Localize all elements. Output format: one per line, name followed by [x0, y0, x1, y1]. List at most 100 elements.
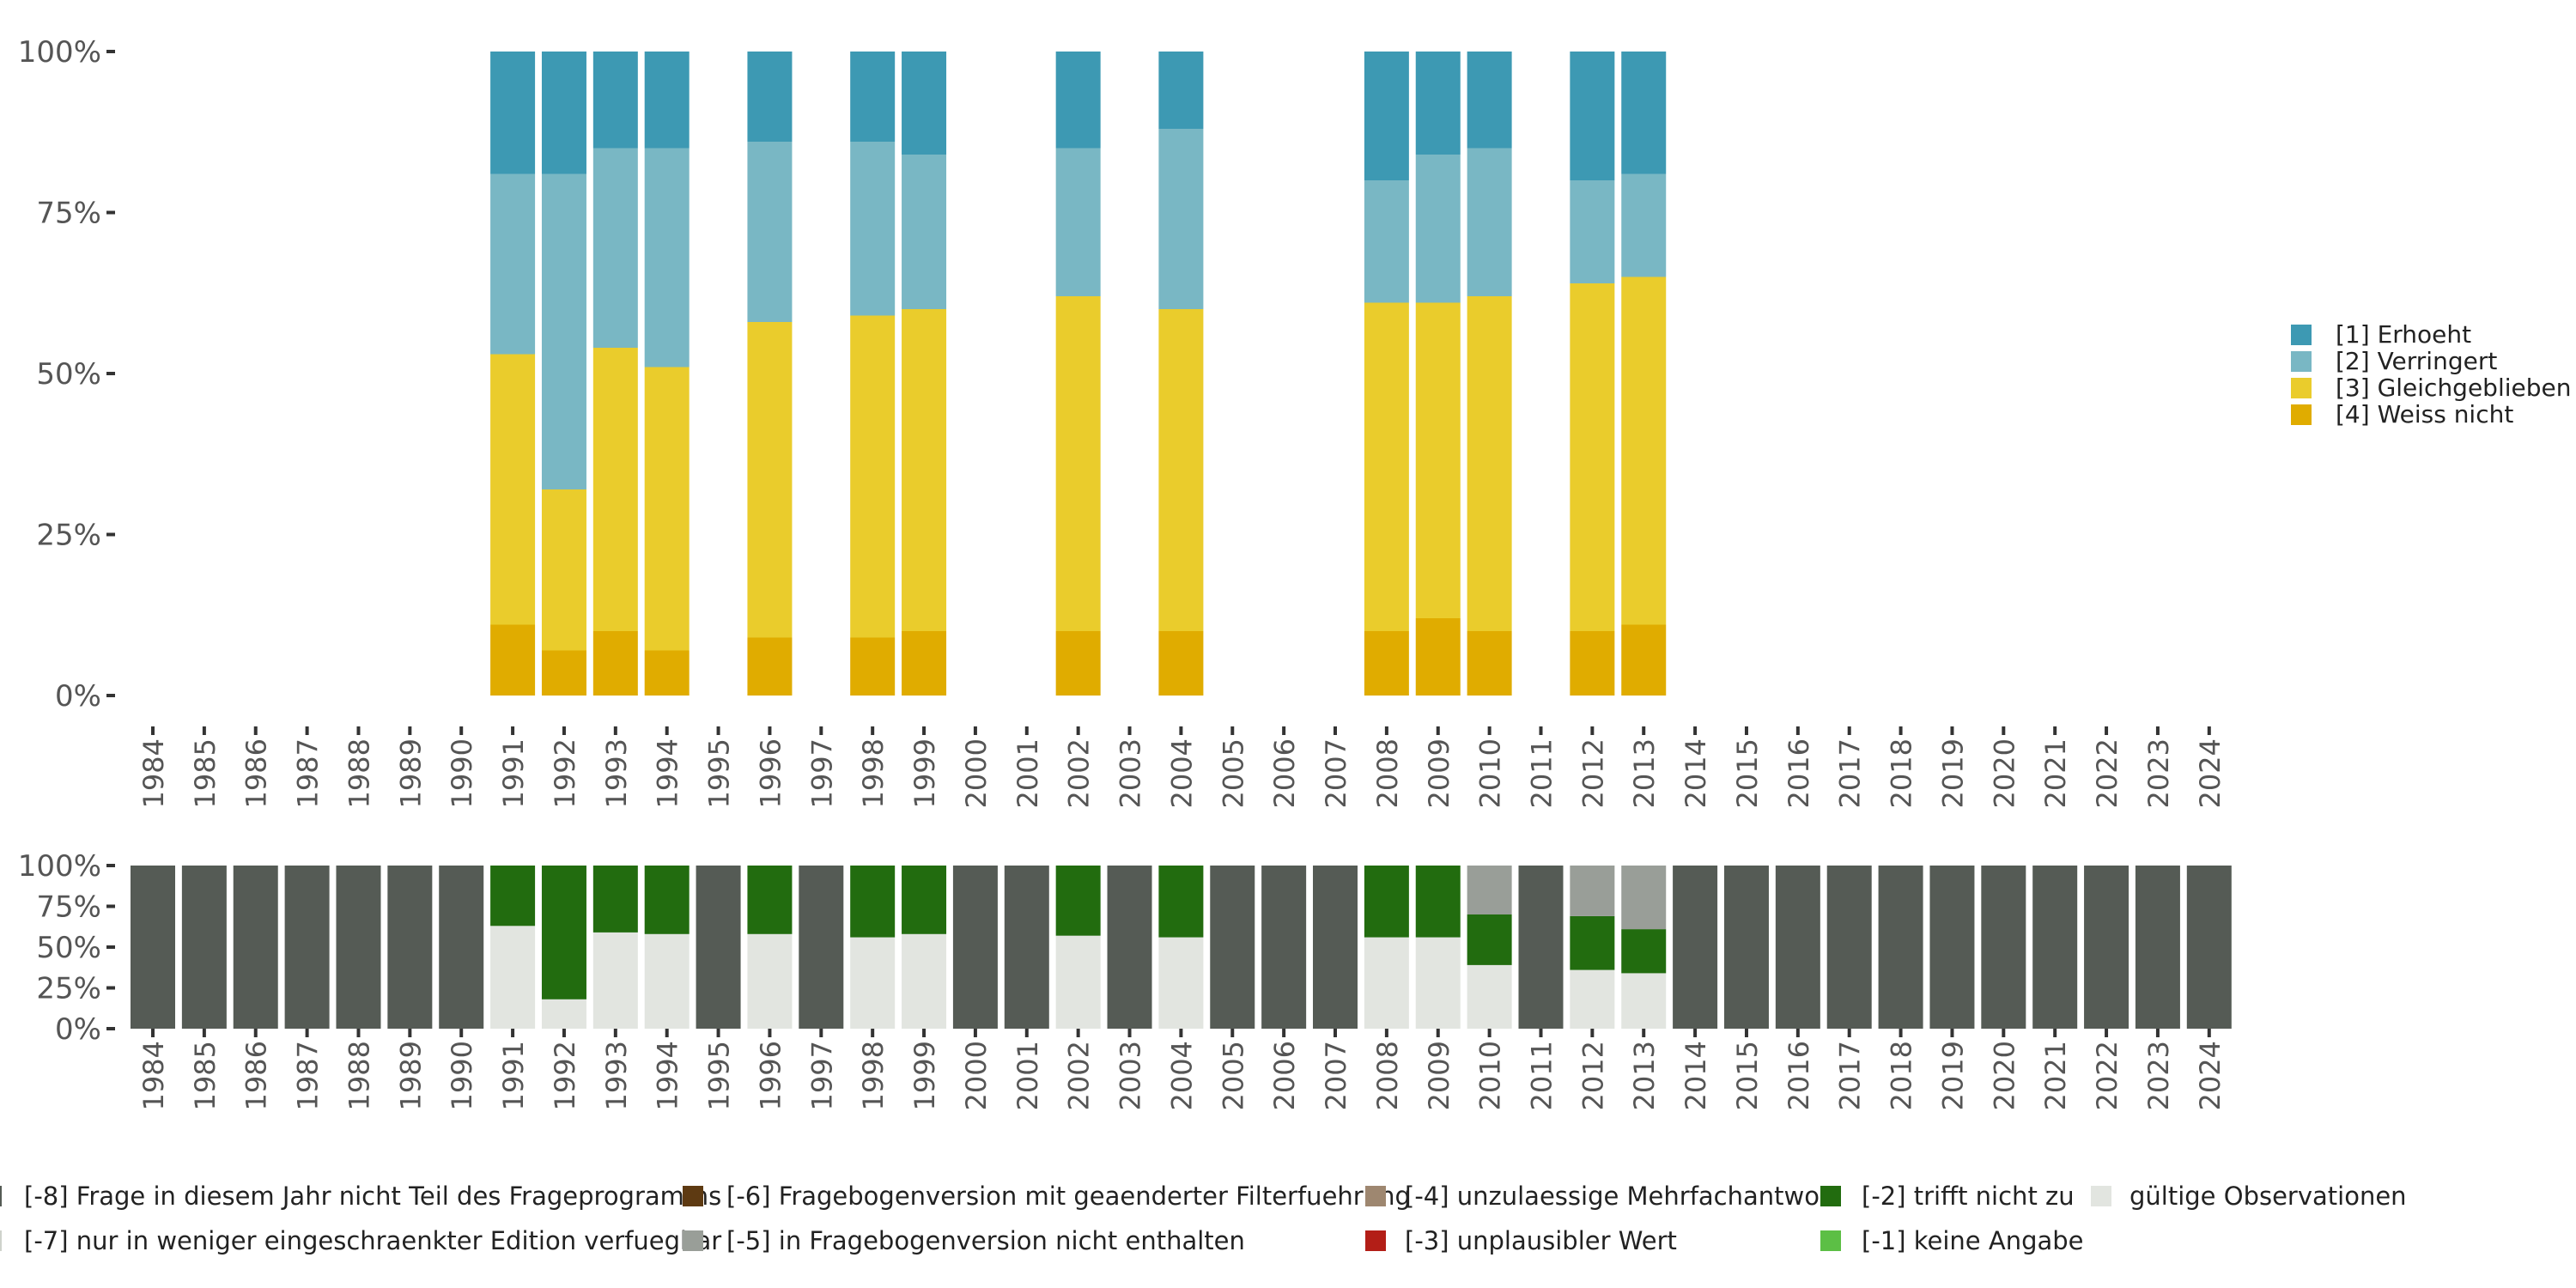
bottom-x-tick-label-2018: 2018	[1886, 1041, 1918, 1110]
top-bar-1996-1-erhoeht	[747, 52, 793, 142]
top-bar-2008-1-erhoeht	[1364, 52, 1409, 180]
bottom-bar-2018-8-frage-in-diesem-jahr-nicht-teil-des-frageprogramms	[1878, 866, 1923, 1029]
top-x-tick-label-2018: 2018	[1886, 738, 1918, 808]
top-bar-1998-1-erhoeht	[850, 52, 896, 142]
bottom-x-tick-label-1996: 1996	[754, 1041, 787, 1110]
bottom-bar-2004-g-ltige-observationen	[1158, 937, 1204, 1029]
bottom-bar-1998-2-trifft-nicht-zu	[850, 866, 896, 938]
bottom-x-tick-label-2014: 2014	[1680, 1041, 1712, 1110]
top-bar-1992-4-weiss-nicht	[541, 650, 586, 696]
top-bar-1993-3-gleichgeblieben	[592, 348, 638, 631]
bottom-bar-2007-8-frage-in-diesem-jahr-nicht-teil-des-frageprogramms	[1313, 866, 1358, 1029]
bottom-x-tick-label-2022: 2022	[2091, 1041, 2123, 1110]
bottom-legend-label: [-5] in Fragebogenversion nicht enthalte…	[726, 1226, 1245, 1255]
bottom-x-tick-label-2000: 2000	[960, 1041, 993, 1110]
top-y-tick-label: 100%	[18, 35, 101, 70]
bottom-x-tick-label-1986: 1986	[240, 1041, 273, 1110]
top-x-tick-label-2014: 2014	[1680, 738, 1712, 808]
bottom-x-tick-label-2008: 2008	[1371, 1041, 1404, 1110]
bottom-x-tick-label-1993: 1993	[600, 1041, 633, 1110]
bottom-bar-1987-8-frage-in-diesem-jahr-nicht-teil-des-frageprogramms	[284, 866, 330, 1029]
top-x-tick-label-2005: 2005	[1217, 738, 1249, 808]
bottom-x-tick-label-2023: 2023	[2142, 1041, 2175, 1110]
top-x-tick-label-2011: 2011	[1525, 738, 1558, 808]
top-legend-key-3-gleichgeblieben	[2291, 378, 2312, 398]
bottom-x-tick-label-2002: 2002	[1063, 1041, 1096, 1110]
bottom-x-tick-label-1992: 1992	[549, 1041, 581, 1110]
bottom-legend-label: [-8] Frage in diesem Jahr nicht Teil des…	[24, 1182, 721, 1211]
bottom-y-tick-label: 50%	[36, 931, 101, 965]
bottom-bar-1991-2-trifft-nicht-zu	[490, 866, 536, 927]
bottom-bar-2012-g-ltige-observationen	[1570, 969, 1615, 1029]
bottom-x-tick-label-1997: 1997	[805, 1041, 838, 1110]
top-bar-2010-4-weiss-nicht	[1467, 631, 1512, 696]
top-legend-key-1-erhoeht	[2291, 325, 2312, 345]
bottom-x-tick-label-1999: 1999	[908, 1041, 941, 1110]
top-bar-2012-4-weiss-nicht	[1570, 631, 1615, 696]
top-x-tick-label-2015: 2015	[1731, 738, 1764, 808]
top-bar-1996-3-gleichgeblieben	[747, 322, 793, 638]
bottom-legend-key-3-unplausibler-wert	[1365, 1230, 1386, 1251]
bottom-bar-1999-2-trifft-nicht-zu	[902, 866, 947, 934]
bottom-x-tick-label-2020: 2020	[1988, 1041, 2020, 1110]
top-bar-2012-2-verringert	[1570, 180, 1615, 283]
bottom-legend-label: [-7] nur in weniger eingeschraenkter Edi…	[24, 1226, 721, 1255]
bottom-bar-1994-2-trifft-nicht-zu	[644, 866, 690, 934]
bottom-bar-1999-g-ltige-observationen	[902, 933, 947, 1029]
bottom-bar-2001-8-frage-in-diesem-jahr-nicht-teil-des-frageprogramms	[1004, 866, 1049, 1029]
bottom-bar-1996-2-trifft-nicht-zu	[747, 866, 793, 934]
top-bar-2004-2-verringert	[1158, 129, 1204, 309]
top-x-tick-label-1993: 1993	[600, 738, 633, 808]
top-x-tick-label-1989: 1989	[394, 738, 427, 808]
top-x-tick-label-1986: 1986	[240, 738, 273, 808]
bottom-bar-1986-8-frage-in-diesem-jahr-nicht-teil-des-frageprogramms	[233, 866, 278, 1029]
bottom-bar-2010-g-ltige-observationen	[1467, 964, 1512, 1029]
top-bar-1991-2-verringert	[490, 173, 536, 355]
top-bar-2004-4-weiss-nicht	[1158, 631, 1204, 696]
bottom-bar-2008-g-ltige-observationen	[1364, 937, 1409, 1029]
bottom-bar-1997-8-frage-in-diesem-jahr-nicht-teil-des-frageprogramms	[799, 866, 844, 1029]
top-x-tick-label-1991: 1991	[497, 738, 530, 808]
top-x-tick-label-2013: 2013	[1628, 738, 1661, 808]
bottom-x-tick-label-2013: 2013	[1628, 1041, 1661, 1110]
top-x-tick-label-2022: 2022	[2091, 738, 2123, 808]
top-x-tick-label-2008: 2008	[1371, 738, 1404, 808]
bottom-legend: [-8] Frage in diesem Jahr nicht Teil des…	[0, 1182, 2407, 1255]
top-bar-2010-2-verringert	[1467, 148, 1512, 296]
bottom-bar-1989-8-frage-in-diesem-jahr-nicht-teil-des-frageprogramms	[387, 866, 433, 1029]
bottom-legend-key-1-keine-angabe	[1820, 1230, 1841, 1251]
bottom-bar-2009-g-ltige-observationen	[1415, 937, 1461, 1029]
bottom-x-tick-label-2009: 2009	[1423, 1041, 1455, 1110]
top-x-tick-label-2010: 2010	[1474, 738, 1507, 808]
bottom-bar-2002-g-ltige-observationen	[1055, 935, 1101, 1029]
bottom-bar-1992-g-ltige-observationen	[541, 999, 586, 1029]
bottom-legend-key-7-nur-in-weniger-eingeschraenkter-edition-verfuegbar	[0, 1230, 2, 1251]
bottom-x-tick-label-1984: 1984	[137, 1041, 170, 1110]
bottom-x-tick-label-2007: 2007	[1320, 1041, 1352, 1110]
top-x-tick-label-1997: 1997	[805, 738, 838, 808]
top-bar-1998-2-verringert	[850, 142, 896, 316]
bottom-legend-label: [-4] unzulaessige Mehrfachantwort	[1405, 1182, 1839, 1211]
top-bar-2002-2-verringert	[1055, 148, 1101, 296]
top-x-tick-label-2002: 2002	[1063, 738, 1096, 808]
top-x-tick-label-2000: 2000	[960, 738, 993, 808]
top-bar-2004-1-erhoeht	[1158, 52, 1204, 129]
top-bar-2013-1-erhoeht	[1621, 52, 1667, 174]
bottom-bar-1985-8-frage-in-diesem-jahr-nicht-teil-des-frageprogramms	[181, 866, 227, 1029]
top-bar-2009-3-gleichgeblieben	[1415, 302, 1461, 618]
bottom-bar-2002-2-trifft-nicht-zu	[1055, 866, 1101, 936]
top-bar-1999-1-erhoeht	[902, 52, 947, 155]
bottom-x-tick-label-1991: 1991	[497, 1041, 530, 1110]
top-bar-2008-4-weiss-nicht	[1364, 631, 1409, 696]
top-bar-1992-2-verringert	[541, 173, 586, 489]
bottom-bar-1988-8-frage-in-diesem-jahr-nicht-teil-des-frageprogramms	[336, 866, 381, 1029]
bottom-bar-1984-8-frage-in-diesem-jahr-nicht-teil-des-frageprogramms	[131, 866, 175, 1029]
bottom-bar-2006-8-frage-in-diesem-jahr-nicht-teil-des-frageprogramms	[1261, 866, 1307, 1029]
top-bar-2013-3-gleichgeblieben	[1621, 276, 1667, 625]
bottom-legend-key-5-in-fragebogenversion-nicht-enthalten	[683, 1230, 703, 1251]
top-x-tick-label-1987: 1987	[292, 738, 325, 808]
top-legend-label: [2] Verringert	[2336, 347, 2497, 375]
top-legend: [1] Erhoeht[2] Verringert[3] Gleichgebli…	[2291, 320, 2572, 428]
bottom-bar-2011-8-frage-in-diesem-jahr-nicht-teil-des-frageprogramms	[1518, 866, 1564, 1029]
